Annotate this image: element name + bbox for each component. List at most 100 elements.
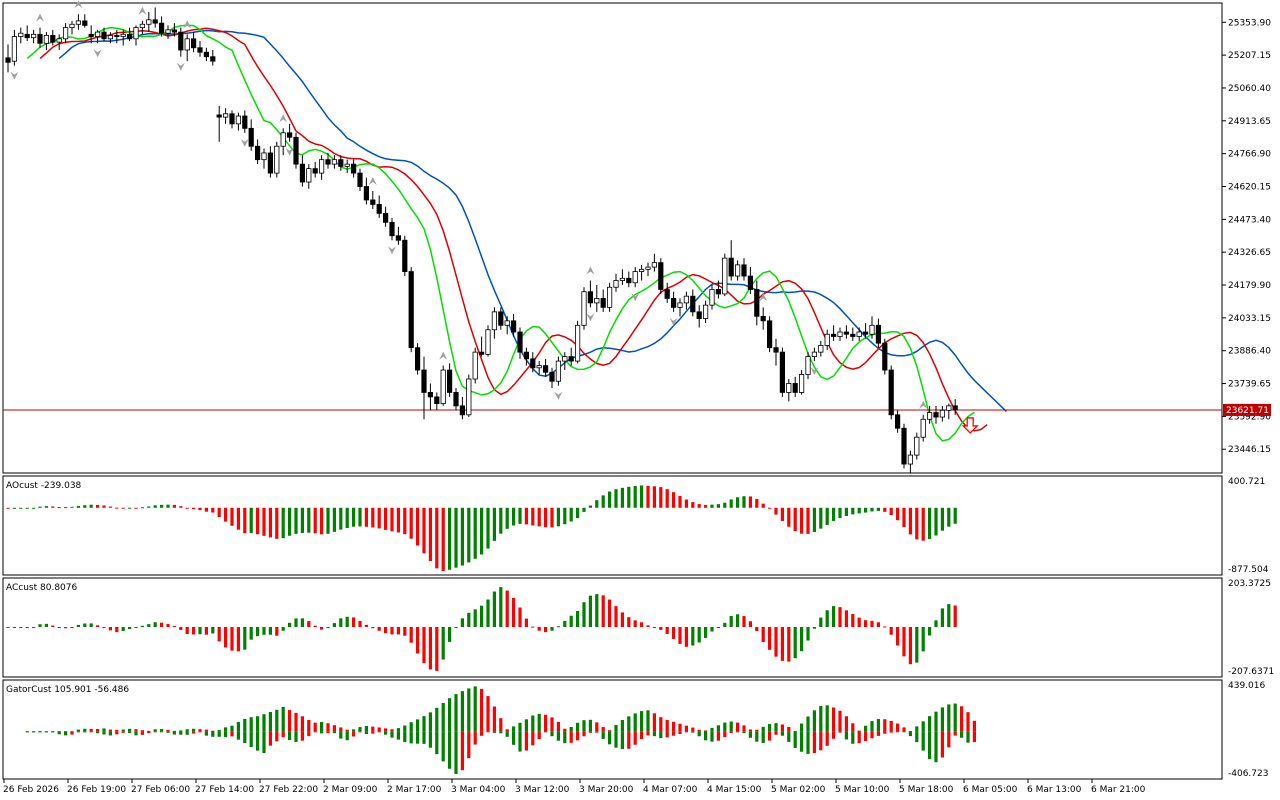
candle[interactable] [741, 258, 747, 281]
candle[interactable] [210, 50, 216, 66]
candle[interactable] [619, 269, 626, 285]
candle[interactable] [286, 123, 293, 142]
candle[interactable] [856, 327, 862, 341]
candle[interactable] [709, 285, 715, 310]
candle[interactable] [869, 316, 875, 339]
candle[interactable] [242, 110, 248, 133]
candle[interactable] [722, 253, 728, 297]
candle[interactable] [158, 16, 165, 37]
candle[interactable] [389, 217, 395, 241]
candle[interactable] [312, 161, 318, 178]
candle[interactable] [664, 282, 670, 303]
candle[interactable] [331, 155, 338, 169]
candle[interactable] [318, 155, 325, 180]
candle[interactable] [222, 108, 229, 124]
candle[interactable] [18, 27, 24, 44]
candle[interactable] [843, 325, 850, 339]
candle[interactable] [165, 25, 171, 39]
candle[interactable] [229, 110, 235, 129]
candle[interactable] [920, 414, 926, 442]
candle[interactable] [88, 25, 94, 44]
candle[interactable] [414, 343, 421, 375]
candle[interactable] [82, 14, 88, 28]
candle[interactable] [767, 316, 773, 353]
candle[interactable] [952, 399, 958, 415]
candle[interactable] [901, 423, 907, 469]
candle[interactable] [459, 396, 466, 420]
candle[interactable] [510, 314, 517, 337]
candle[interactable] [120, 29, 126, 46]
candle[interactable] [101, 27, 107, 42]
candle[interactable] [325, 152, 331, 169]
candle[interactable] [773, 338, 779, 366]
candle[interactable] [824, 329, 830, 350]
candle[interactable] [171, 23, 177, 37]
candle[interactable] [895, 410, 901, 433]
candle[interactable] [472, 347, 478, 384]
candle[interactable] [927, 405, 933, 424]
candle[interactable] [888, 365, 894, 420]
candle[interactable] [75, 14, 81, 30]
candle[interactable] [677, 298, 683, 317]
candle[interactable] [485, 325, 491, 357]
candle[interactable] [408, 267, 414, 353]
candle[interactable] [107, 32, 113, 44]
candle[interactable] [517, 327, 523, 359]
candle[interactable] [818, 340, 824, 357]
candle[interactable] [190, 32, 197, 53]
candle[interactable] [274, 141, 280, 178]
candle[interactable] [50, 29, 56, 46]
candle[interactable] [184, 34, 190, 62]
candle[interactable] [715, 280, 722, 299]
candle[interactable] [357, 168, 363, 191]
candle[interactable] [114, 29, 120, 44]
candle[interactable] [363, 177, 370, 205]
candle[interactable] [261, 148, 267, 169]
candle[interactable] [267, 146, 274, 178]
candle[interactable] [568, 347, 574, 366]
candle[interactable] [850, 327, 856, 341]
candle[interactable] [632, 267, 638, 288]
candle[interactable] [735, 260, 741, 281]
candle[interactable] [453, 387, 459, 411]
candle[interactable] [395, 226, 402, 245]
candle[interactable] [651, 253, 658, 272]
candle[interactable] [837, 327, 843, 341]
candle[interactable] [24, 25, 30, 42]
candle[interactable] [370, 191, 376, 209]
candle[interactable] [434, 392, 440, 411]
candle[interactable] [127, 27, 133, 42]
candle[interactable] [754, 280, 760, 326]
candle[interactable] [139, 20, 145, 35]
candle[interactable] [216, 105, 222, 142]
candle[interactable] [626, 271, 632, 288]
candle[interactable] [63, 23, 69, 44]
candle[interactable] [779, 347, 786, 397]
candle[interactable] [805, 352, 811, 379]
candle[interactable] [466, 374, 472, 418]
candle[interactable] [639, 264, 645, 281]
main-price-pane[interactable]: 25353.90 25207.15 25060.40 24913.65 24766.90… [2, 0, 1271, 474]
candle[interactable] [56, 34, 62, 50]
candle[interactable] [95, 29, 101, 44]
candle[interactable] [786, 379, 792, 402]
candle[interactable] [306, 164, 312, 189]
candle[interactable] [254, 139, 261, 165]
candle[interactable] [440, 365, 446, 406]
ao-panel[interactable]: 400.721 -877.504 [2, 475, 1269, 576]
candle[interactable] [421, 356, 427, 420]
candle[interactable] [594, 285, 600, 312]
candle[interactable] [933, 405, 939, 424]
candle[interactable] [293, 132, 299, 169]
candle[interactable] [683, 291, 690, 310]
candle[interactable] [37, 27, 43, 48]
candle[interactable] [498, 307, 504, 330]
candle[interactable] [235, 112, 241, 131]
candle[interactable] [427, 383, 434, 411]
candle[interactable] [523, 347, 530, 366]
candle[interactable] [703, 300, 709, 324]
candle[interactable] [882, 338, 888, 375]
candle[interactable] [799, 370, 805, 395]
candle[interactable] [607, 282, 613, 312]
